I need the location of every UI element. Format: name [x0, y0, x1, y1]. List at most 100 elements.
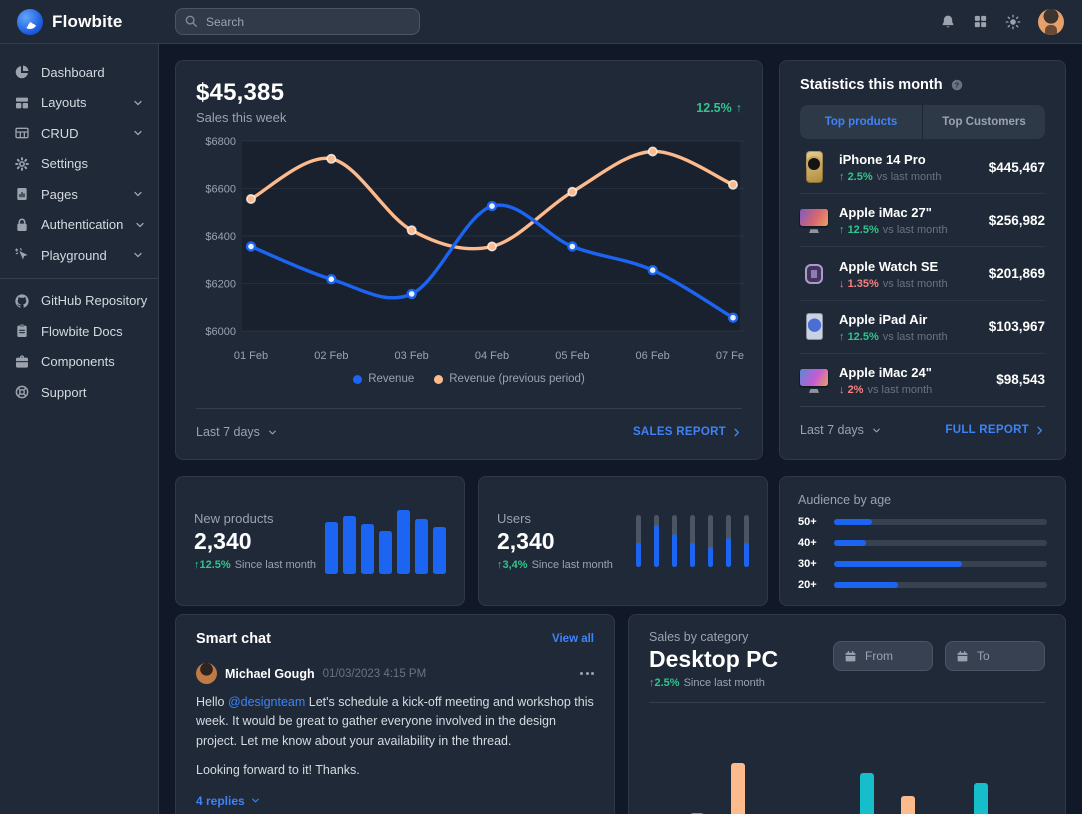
full-report-link[interactable]: FULL REPORT	[945, 424, 1045, 436]
product-change: ↑ 12.5%	[839, 224, 879, 237]
sidebar-item-support[interactable]: Support	[0, 377, 158, 408]
users-card: Users 2,340 ↑3,4% Since last month	[478, 476, 768, 606]
progress-bar	[834, 540, 1047, 546]
arrow-up-icon: ↑	[735, 101, 742, 115]
sidebar-item-settings[interactable]: Settings	[0, 149, 158, 180]
product-row[interactable]: Apple iPad Air ↑ 12.5% vs last month $103…	[800, 301, 1045, 354]
audience-row: 20+	[798, 579, 1047, 591]
sidebar-item-components[interactable]: Components	[0, 347, 158, 378]
audience-row: 40+	[798, 537, 1047, 549]
mention-link[interactable]: @designteam	[227, 695, 306, 709]
sidebar-item-dashboard[interactable]: Dashboard	[0, 57, 158, 88]
brand[interactable]: Flowbite	[0, 8, 159, 35]
date-range-dropdown[interactable]: Last 7 days	[196, 421, 278, 443]
audience-by-age-card: Audience by age 50+ 40+ 30+ 20+	[779, 476, 1066, 606]
sales-subtitle: Sales this week	[196, 110, 287, 125]
brand-name: Flowbite	[52, 11, 123, 31]
product-thumbnail	[800, 149, 828, 185]
svg-text:01 Feb: 01 Feb	[234, 350, 268, 362]
product-name: iPhone 14 Pro	[839, 152, 926, 168]
product-change: ↓ 1.35%	[839, 277, 879, 290]
chat-message: Michael Gough 01/03/2023 4:15 PM Hello @…	[196, 663, 594, 808]
apps-button[interactable]	[973, 14, 988, 29]
table-icon	[15, 127, 29, 139]
svg-text:05 Feb: 05 Feb	[555, 350, 589, 362]
category-title: Desktop PC	[649, 646, 779, 672]
audience-row: 50+	[798, 516, 1047, 528]
svg-text:04 Feb: 04 Feb	[475, 350, 509, 362]
search-input[interactable]	[175, 8, 420, 35]
sidebar-item-flowbite-docs[interactable]: Flowbite Docs	[0, 316, 158, 347]
theme-toggle-button[interactable]	[1005, 14, 1021, 30]
progress-bar	[834, 519, 1047, 525]
navbar-actions	[940, 8, 1082, 35]
chart-legend: Revenue Revenue (previous period)	[196, 373, 742, 385]
kpi-change: ↑12.5%	[194, 559, 231, 571]
chevron-down-icon	[134, 219, 146, 231]
chevron-down-icon	[871, 425, 882, 436]
product-row[interactable]: Apple Watch SE ↓ 1.35% vs last month $201…	[800, 247, 1045, 301]
category-change: ↑2.5%	[649, 677, 680, 689]
progress-bar	[834, 561, 1047, 567]
progress-bar	[834, 582, 1047, 588]
tab-top-customers[interactable]: Top Customers	[922, 105, 1045, 139]
chevron-down-icon	[132, 188, 144, 200]
kpi-label: Users	[497, 511, 531, 526]
svg-text:06 Feb: 06 Feb	[636, 350, 670, 362]
view-all-link[interactable]: View all	[552, 633, 594, 645]
chat-title: Smart chat	[196, 631, 271, 647]
sidebar-item-authentication[interactable]: Authentication	[0, 210, 158, 241]
svg-text:$6600: $6600	[205, 184, 236, 196]
product-amount: $103,967	[988, 319, 1045, 335]
category-label: Sales by category	[649, 630, 749, 644]
statistics-title: Statistics this month	[800, 77, 943, 93]
message-author: Michael Gough	[225, 666, 315, 681]
sidebar-item-playground[interactable]: Playground	[0, 240, 158, 271]
sales-report-link[interactable]: SALES REPORT	[633, 426, 742, 438]
svg-text:$6200: $6200	[205, 279, 236, 291]
row-1: $45,385 Sales this week 12.5% ↑ $6800 $660…	[175, 60, 1066, 460]
product-row[interactable]: Apple iMac 27" ↑ 12.5% vs last month $256…	[800, 194, 1045, 248]
sales-by-category-card: Sales by category Desktop PC ↑2.5% Since…	[628, 614, 1066, 814]
category-bar-chart	[649, 703, 1045, 814]
chevron-down-icon	[250, 795, 261, 806]
replies-toggle[interactable]: 4 replies	[196, 794, 261, 808]
sidebar-divider	[0, 277, 158, 279]
search-container	[175, 8, 420, 35]
kpi-value: 2,340	[194, 528, 252, 554]
date-range-dropdown[interactable]: Last 7 days	[800, 419, 882, 441]
chevron-right-icon	[731, 427, 742, 438]
sidebar-item-crud[interactable]: CRUD	[0, 118, 158, 149]
calendar-icon	[845, 650, 856, 661]
sidebar-item-pages[interactable]: Pages	[0, 179, 158, 210]
product-amount: $201,869	[988, 266, 1045, 281]
sidebar-item-layouts[interactable]: Layouts	[0, 88, 158, 119]
date-to-input[interactable]: To	[945, 641, 1045, 671]
notifications-button[interactable]	[940, 14, 956, 30]
product-row[interactable]: Apple iMac 24" ↓ 2% vs last month $98,543	[800, 354, 1045, 406]
bell-icon	[942, 15, 954, 27]
divider	[649, 702, 1045, 703]
audience-row: 30+	[798, 558, 1047, 570]
legend-dot-icon	[434, 374, 444, 384]
new-products-sparkline	[325, 508, 446, 574]
product-row[interactable]: iPhone 14 Pro ↑ 2.5% vs last month $445,4…	[800, 141, 1045, 195]
audience-title: Audience by age	[798, 493, 892, 507]
user-avatar[interactable]	[1038, 8, 1064, 35]
legend-item-revenue-previous[interactable]: Revenue (previous period)	[434, 373, 585, 385]
calendar-icon	[957, 650, 968, 661]
message-menu-button[interactable]	[580, 668, 594, 679]
apps-grid-icon	[974, 15, 987, 28]
sidebar-item-github-repository[interactable]: GitHub Repository	[0, 286, 158, 317]
chevron-down-icon	[132, 97, 144, 109]
message-body: Looking forward to it! Thanks.	[196, 763, 360, 778]
revenue-line-chart: $6800 $6600 $6400 $6200 $6000 01 Feb 02 Feb 03 …	[205, 136, 744, 362]
legend-item-revenue[interactable]: Revenue	[353, 373, 414, 385]
date-from-input[interactable]: From	[833, 641, 933, 671]
cursor-sparkle-icon	[15, 248, 28, 260]
help-icon[interactable]: ?	[950, 78, 964, 92]
row-2: New products 2,340 ↑12.5% Since last mon…	[175, 476, 1066, 606]
kpi-change: ↑3,4%	[497, 559, 528, 571]
tab-top-products[interactable]: Top products	[800, 105, 922, 139]
